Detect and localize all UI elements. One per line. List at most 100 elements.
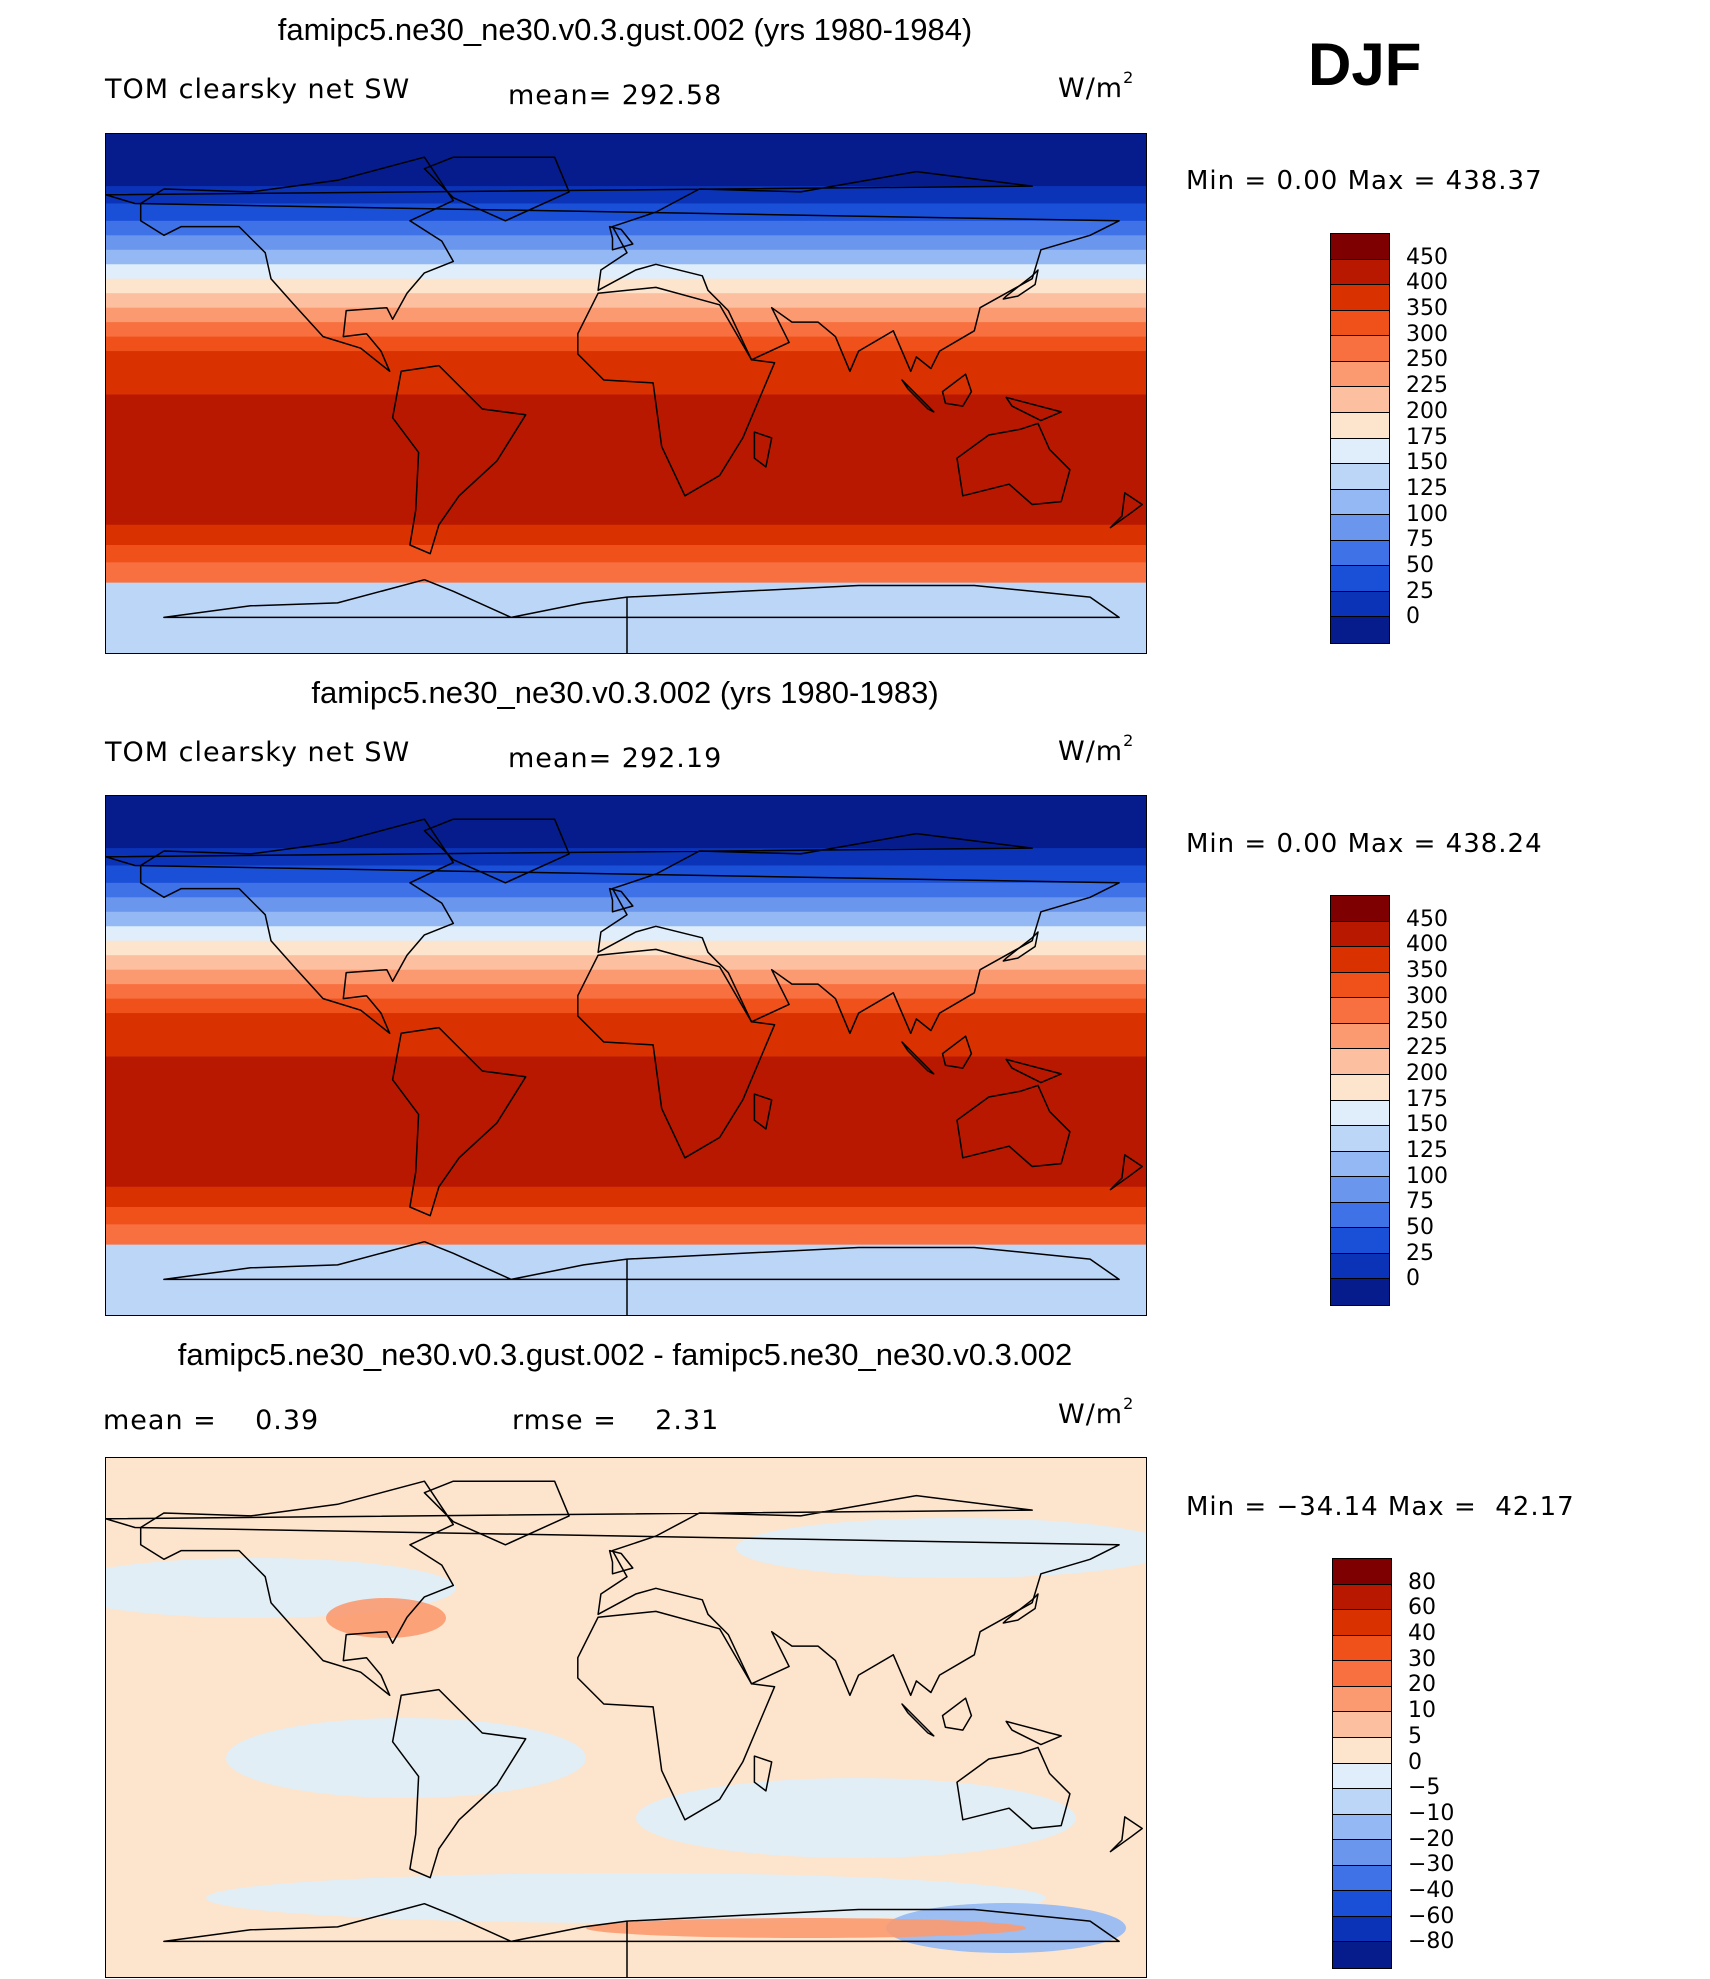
colorbar-tick-label: 125 (1406, 1137, 1448, 1163)
colorbar-swatch (1333, 1737, 1391, 1764)
colorbar-swatch (1333, 1610, 1391, 1636)
field-anomaly (736, 1518, 1146, 1578)
map-field (106, 796, 1146, 1315)
colorbar-swatch (1331, 591, 1389, 618)
coastline (901, 379, 935, 413)
colorbar-tick-label: 10 (1408, 1698, 1436, 1724)
colorbar-tick-label: 150 (1406, 1112, 1448, 1138)
colorbar-tick-label: −10 (1408, 1800, 1455, 1826)
coastline (423, 818, 570, 884)
colorbar-tick-label: 75 (1406, 527, 1434, 553)
coastline (941, 1035, 973, 1069)
field-band (106, 134, 1146, 188)
panel-3-rmse-label: rmse = 2.31 (512, 1405, 720, 1436)
field-band (106, 796, 1146, 850)
colorbar-swatch (1333, 1942, 1391, 1968)
coastline (139, 818, 455, 1035)
coastline (956, 1746, 1071, 1830)
colorbar-tick-label: 450 (1406, 906, 1448, 932)
colorbar-swatch (1333, 1712, 1391, 1738)
field-band (106, 1013, 1146, 1035)
colorbar-tick-label: 75 (1406, 1189, 1434, 1215)
panel-2-minmax: Min = 0.00 Max = 438.24 (1186, 829, 1543, 859)
coastline (1005, 1720, 1062, 1746)
colorbar-tick-label: 20 (1408, 1672, 1436, 1698)
field-band (106, 1033, 1146, 1058)
colorbar-tick-label: −60 (1408, 1903, 1455, 1929)
colorbar-tick-label: 225 (1406, 1035, 1448, 1061)
panel-2-colorbar-ticks: 450 400 350 300 250 225 200 175 150 125 100 75 50 25 0 (1406, 895, 1466, 1306)
colorbar-swatch (1331, 361, 1389, 388)
colorbar-swatch (1333, 1814, 1391, 1841)
colorbar-swatch (1333, 1584, 1391, 1611)
colorbar-tick-label: 30 (1408, 1646, 1436, 1672)
colorbar-swatch (1331, 1228, 1389, 1254)
colorbar-swatch (1331, 972, 1389, 999)
colorbar-swatch (1331, 1151, 1389, 1178)
coastline (1005, 1058, 1062, 1084)
colorbar-swatch (1331, 1023, 1389, 1050)
coastline (577, 286, 776, 497)
coastline (941, 373, 973, 407)
field-band (106, 969, 1146, 986)
coastline (391, 1688, 527, 1879)
colorbar-swatch (1331, 921, 1389, 948)
field-band (106, 322, 1146, 338)
coastline (423, 156, 570, 222)
colorbar-tick-label: 350 (1406, 296, 1448, 322)
coastline (139, 156, 455, 373)
panel-1-map (105, 133, 1147, 654)
colorbar-swatch (1331, 1177, 1389, 1203)
colorbar-tick-label: 0 (1408, 1749, 1422, 1775)
coastline (956, 422, 1071, 506)
coastline (956, 1084, 1071, 1168)
coastline (106, 832, 1120, 1035)
colorbar-swatch (1331, 285, 1389, 311)
colorbar-swatch (1331, 1279, 1389, 1305)
colorbar-swatch (1331, 540, 1389, 567)
field-band (106, 562, 1146, 584)
coastline (106, 170, 1120, 373)
colorbar-swatch (1331, 1253, 1389, 1280)
colorbar-swatch (1331, 387, 1389, 413)
colorbar-swatch (1331, 566, 1389, 592)
colorbar-tick-label: 5 (1408, 1723, 1422, 1749)
field-band (106, 371, 1146, 396)
field-band (106, 249, 1146, 266)
colorbar-swatch (1331, 998, 1389, 1024)
colorbar-tick-label: 0 (1406, 1266, 1420, 1292)
field-anomaly (326, 1598, 446, 1638)
colorbar-tick-label: 200 (1406, 1060, 1448, 1086)
coastline (1005, 396, 1062, 422)
coastline (423, 1480, 570, 1546)
colorbar-tick-label: 80 (1408, 1569, 1436, 1595)
panel-2-title: famipc5.ne30_ne30.v0.3.002 (yrs 1980-198… (311, 675, 939, 710)
colorbar-tick-label: −5 (1408, 1775, 1441, 1801)
panel-3-colorbar-ticks: 80 60 40 30 20 10 5 0 −5 −10 −20 −30 −40 −60 −80 (1408, 1558, 1468, 1969)
coastline (1109, 1816, 1143, 1853)
field-anomaly (586, 1918, 1026, 1938)
colorbar-swatch (1331, 617, 1389, 643)
colorbar-swatch (1333, 1840, 1391, 1866)
colorbar-swatch (1331, 947, 1389, 973)
coastline (577, 948, 776, 1159)
colorbar-swatch (1331, 412, 1389, 439)
coastline (608, 225, 634, 251)
field-band (106, 911, 1146, 928)
colorbar-tick-label: 175 (1406, 1086, 1448, 1112)
coastline (901, 1703, 935, 1737)
field-band (106, 307, 1146, 324)
field-band (106, 278, 1146, 295)
field-band (106, 984, 1146, 1000)
field-band (106, 1207, 1146, 1226)
colorbar-tick-label: 250 (1406, 347, 1448, 373)
panel-2-colorbar (1330, 895, 1390, 1306)
colorbar-swatch (1331, 336, 1389, 362)
field-band (106, 351, 1146, 373)
colorbar-tick-label: 100 (1406, 1163, 1448, 1189)
field-band (106, 897, 1146, 913)
colorbar-swatch (1331, 1126, 1389, 1152)
colorbar-swatch (1331, 1074, 1389, 1101)
field-band (106, 264, 1146, 280)
coastline (941, 1697, 973, 1731)
